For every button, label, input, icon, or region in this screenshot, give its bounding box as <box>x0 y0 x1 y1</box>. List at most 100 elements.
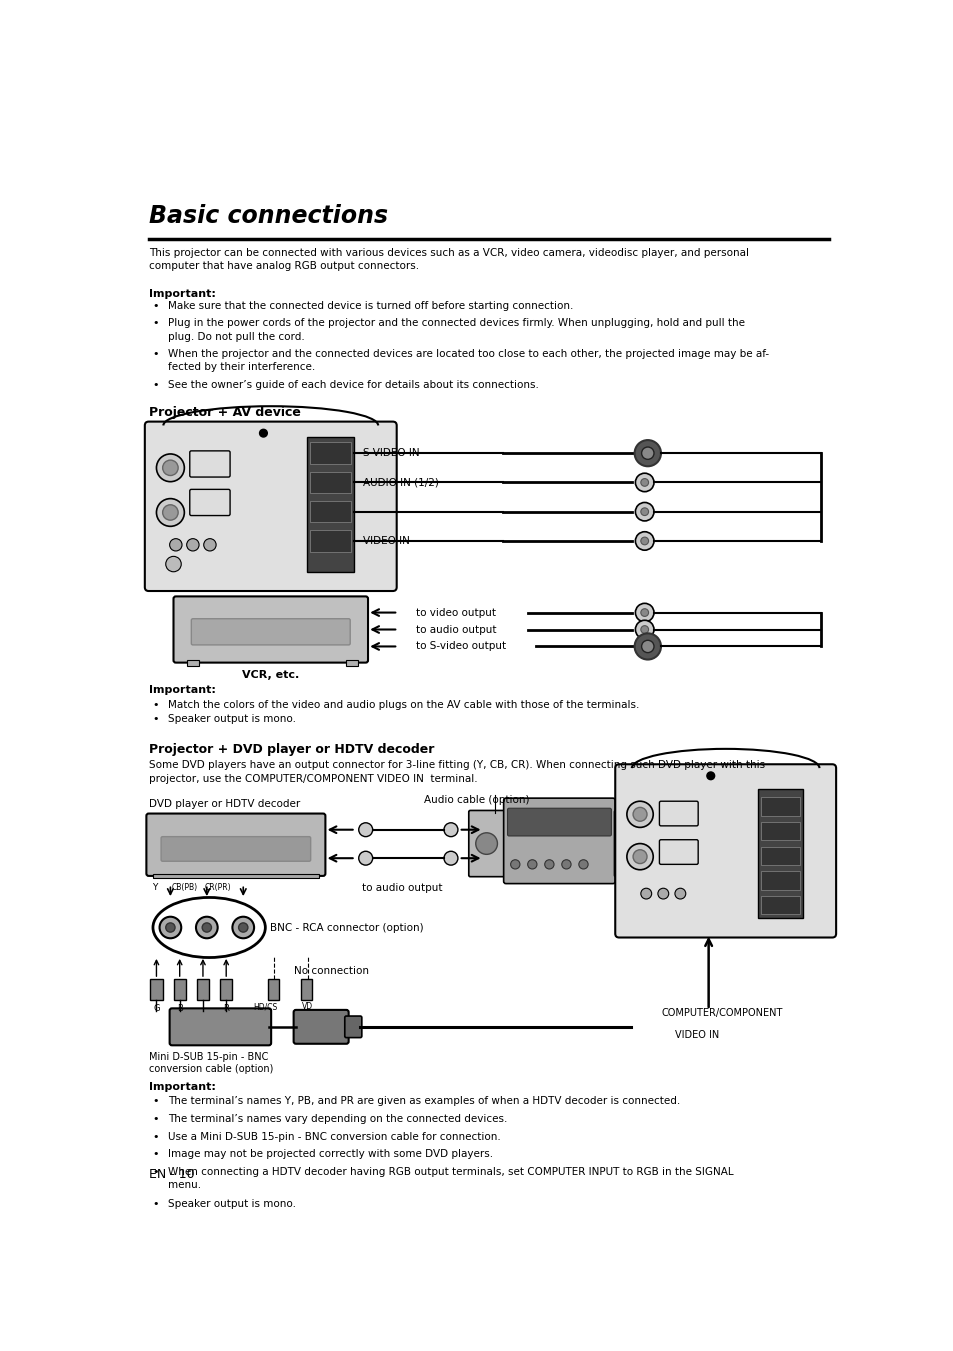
Circle shape <box>635 473 654 492</box>
FancyBboxPatch shape <box>507 808 611 836</box>
Text: Audio cable (option): Audio cable (option) <box>423 794 529 805</box>
Text: Some DVD players have an output connector for 3-line fitting (Y, CB, CR). When c: Some DVD players have an output connecto… <box>149 761 764 784</box>
Circle shape <box>578 859 587 869</box>
Text: to S-video output: to S-video output <box>416 642 506 651</box>
FancyBboxPatch shape <box>615 765 835 938</box>
Text: Speaker output is mono.: Speaker output is mono. <box>168 715 295 724</box>
FancyBboxPatch shape <box>760 821 799 840</box>
Circle shape <box>635 620 654 639</box>
Circle shape <box>159 917 181 939</box>
Text: to audio output: to audio output <box>361 882 442 893</box>
Circle shape <box>633 808 646 821</box>
Text: Image may not be projected correctly with some DVD players.: Image may not be projected correctly wit… <box>168 1150 493 1159</box>
Text: Important:: Important: <box>149 685 215 694</box>
FancyBboxPatch shape <box>760 871 799 890</box>
Circle shape <box>238 923 248 932</box>
Text: VD: VD <box>302 1002 313 1011</box>
FancyBboxPatch shape <box>220 979 233 1000</box>
FancyBboxPatch shape <box>173 596 368 662</box>
FancyBboxPatch shape <box>192 619 350 644</box>
Text: •: • <box>152 1113 159 1124</box>
Circle shape <box>658 888 668 898</box>
Text: The terminal’s names vary depending on the connected devices.: The terminal’s names vary depending on t… <box>168 1113 507 1124</box>
Circle shape <box>443 823 457 836</box>
FancyBboxPatch shape <box>503 798 615 884</box>
Text: VCR, etc.: VCR, etc. <box>242 670 299 680</box>
Circle shape <box>527 859 537 869</box>
Text: This projector can be connected with various devices such as a VCR, video camera: This projector can be connected with var… <box>149 247 748 272</box>
Text: Projector + DVD player or HDTV decoder: Projector + DVD player or HDTV decoder <box>149 743 434 755</box>
Circle shape <box>640 888 651 898</box>
Text: •: • <box>152 715 159 724</box>
Circle shape <box>674 888 685 898</box>
Text: Mini D-SUB 15-pin - BNC: Mini D-SUB 15-pin - BNC <box>149 1052 268 1062</box>
FancyBboxPatch shape <box>196 979 209 1000</box>
FancyBboxPatch shape <box>294 1011 348 1044</box>
Circle shape <box>510 859 519 869</box>
Text: EN - 10: EN - 10 <box>149 1167 194 1181</box>
Circle shape <box>358 823 373 836</box>
Circle shape <box>358 851 373 865</box>
FancyBboxPatch shape <box>659 801 698 825</box>
Text: •: • <box>152 380 159 390</box>
Text: When connecting a HDTV decoder having RGB output terminals, set COMPUTER INPUT t: When connecting a HDTV decoder having RG… <box>168 1167 733 1190</box>
FancyBboxPatch shape <box>659 840 698 865</box>
FancyBboxPatch shape <box>187 661 199 666</box>
FancyBboxPatch shape <box>757 789 801 919</box>
Circle shape <box>635 532 654 550</box>
Circle shape <box>633 850 646 863</box>
Text: AUDIO IN (1/2): AUDIO IN (1/2) <box>363 477 438 488</box>
Text: No connection: No connection <box>294 966 369 975</box>
FancyBboxPatch shape <box>310 442 351 463</box>
Text: •: • <box>152 1150 159 1159</box>
Circle shape <box>706 771 714 780</box>
Circle shape <box>640 538 648 544</box>
FancyBboxPatch shape <box>301 979 312 1000</box>
Text: See the owner’s guide of each device for details about its connections.: See the owner’s guide of each device for… <box>168 380 538 390</box>
FancyBboxPatch shape <box>190 489 230 516</box>
Text: •: • <box>152 1167 159 1177</box>
Text: VIDEO IN: VIDEO IN <box>363 536 410 546</box>
Circle shape <box>476 832 497 854</box>
Circle shape <box>162 461 178 476</box>
Circle shape <box>641 447 654 459</box>
Circle shape <box>561 859 571 869</box>
Circle shape <box>259 430 267 436</box>
Text: Important:: Important: <box>149 289 215 299</box>
Text: •: • <box>152 349 159 359</box>
Text: Projector + AV device: Projector + AV device <box>149 407 300 419</box>
FancyBboxPatch shape <box>161 836 311 862</box>
Text: •: • <box>152 1096 159 1106</box>
Text: When the projector and the connected devices are located too close to each other: When the projector and the connected dev… <box>168 349 768 373</box>
Text: VIDEO IN: VIDEO IN <box>674 1029 719 1040</box>
Circle shape <box>620 832 642 854</box>
Text: S-VIDEO IN: S-VIDEO IN <box>363 449 419 458</box>
FancyBboxPatch shape <box>346 661 357 666</box>
Text: to video output: to video output <box>416 608 496 617</box>
FancyBboxPatch shape <box>310 471 351 493</box>
FancyBboxPatch shape <box>190 451 230 477</box>
FancyBboxPatch shape <box>344 1016 361 1038</box>
Text: •: • <box>152 700 159 709</box>
Text: Y: Y <box>152 882 158 892</box>
Text: Speaker output is mono.: Speaker output is mono. <box>168 1200 295 1209</box>
Circle shape <box>170 539 182 551</box>
Circle shape <box>195 917 217 939</box>
Circle shape <box>156 454 184 482</box>
Circle shape <box>640 478 648 486</box>
Text: The terminal’s names Y, PB, and PR are given as examples of when a HDTV decoder : The terminal’s names Y, PB, and PR are g… <box>168 1096 679 1106</box>
Circle shape <box>634 634 660 659</box>
Circle shape <box>641 640 654 653</box>
Text: to audio output: to audio output <box>416 624 497 635</box>
Circle shape <box>187 539 199 551</box>
Text: Basic connections: Basic connections <box>149 204 388 228</box>
FancyBboxPatch shape <box>614 811 649 877</box>
Text: R: R <box>223 1004 229 1013</box>
Text: Use a Mini D-SUB 15-pin - BNC conversion cable for connection.: Use a Mini D-SUB 15-pin - BNC conversion… <box>168 1132 500 1142</box>
FancyBboxPatch shape <box>170 1008 271 1046</box>
FancyBboxPatch shape <box>173 979 186 1000</box>
FancyBboxPatch shape <box>760 896 799 915</box>
Circle shape <box>640 508 648 516</box>
FancyBboxPatch shape <box>146 813 325 875</box>
Text: CB(PB): CB(PB) <box>172 882 198 892</box>
